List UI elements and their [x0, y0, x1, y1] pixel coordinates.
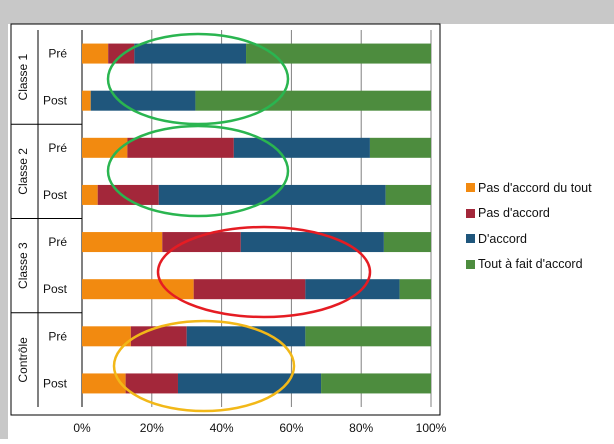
x-tick-label: 40% [210, 421, 234, 435]
legend-item: D'accord [466, 226, 592, 252]
legend-swatch [466, 183, 475, 193]
bar-segment [369, 137, 431, 158]
row-label: Post [43, 188, 68, 202]
plot-frame [10, 23, 441, 416]
bar-segment [195, 90, 431, 111]
row-label: Post [43, 376, 68, 390]
highlight-ellipse [106, 32, 290, 126]
bar-segment [82, 184, 98, 205]
bar-segment [193, 279, 306, 300]
group-label: Classe 3 [16, 242, 30, 289]
x-tick-label: 60% [279, 421, 303, 435]
bar-segment [82, 43, 109, 64]
bar-segment [134, 43, 247, 64]
bar-segment [383, 232, 431, 253]
x-tick-label: 80% [349, 421, 373, 435]
bar-segment [177, 373, 322, 394]
group-label: Contrôle [16, 337, 30, 383]
bar-segment [82, 279, 194, 300]
bar-segment [127, 137, 234, 158]
highlight-ellipse [112, 319, 296, 413]
bar-segment [82, 326, 131, 347]
bar-segment [125, 373, 178, 394]
highlight-ellipse [106, 124, 290, 218]
row-label: Pré [48, 141, 67, 155]
row-label: Post [43, 282, 68, 296]
x-tick-label: 0% [73, 421, 91, 435]
row-label: Post [43, 94, 68, 108]
legend-label: D'accord [478, 231, 527, 246]
chart-legend: Pas d'accord du tout Pas d'accord D'accord… [466, 175, 592, 277]
bar-segment [82, 90, 91, 111]
row-label: Pré [48, 235, 67, 249]
x-tick-label: 100% [416, 421, 447, 435]
legend-swatch [466, 259, 475, 269]
left-band [0, 0, 8, 439]
bar-segment [240, 232, 384, 253]
top-band [0, 0, 614, 24]
bar-segment [82, 373, 126, 394]
legend-label: Pas d'accord [478, 206, 550, 221]
bar-segment [321, 373, 431, 394]
group-label: Classe 1 [16, 53, 30, 100]
x-tick-label: 20% [140, 421, 164, 435]
bar-segment [108, 43, 135, 64]
bar-segment [399, 279, 431, 300]
legend-item: Tout à fait d'accord [466, 252, 592, 278]
row-label: Pré [48, 47, 67, 61]
legend-label: Tout à fait d'accord [478, 257, 583, 272]
bar-segment [158, 184, 386, 205]
legend-label: Pas d'accord du tout [478, 180, 592, 195]
bar-segment [186, 326, 306, 347]
legend-item: Pas d'accord du tout [466, 175, 592, 201]
bar-segment [385, 184, 431, 205]
bar-segment [90, 90, 196, 111]
highlight-ellipse [156, 225, 372, 319]
legend-swatch [466, 208, 475, 218]
bar-segment [233, 137, 370, 158]
legend-item: Pas d'accord [466, 201, 592, 227]
bar-segment [97, 184, 159, 205]
bar-segment [82, 232, 163, 253]
bar-segment [130, 326, 187, 347]
bar-segment [305, 279, 400, 300]
bar-segment [246, 43, 431, 64]
bar-segment [305, 326, 431, 347]
group-label: Classe 2 [16, 148, 30, 195]
legend-swatch [466, 234, 475, 244]
bar-segment [162, 232, 241, 253]
row-label: Pré [48, 329, 67, 343]
